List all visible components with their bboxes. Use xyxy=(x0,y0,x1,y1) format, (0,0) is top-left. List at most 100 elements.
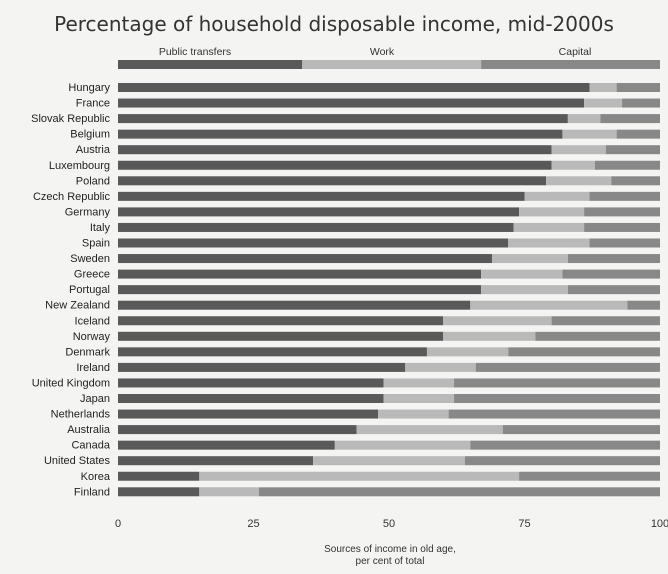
bar-capital xyxy=(627,300,660,310)
category-label: New Zealand xyxy=(45,300,110,312)
category-label: Portugal xyxy=(69,284,110,296)
bar-public-transfers xyxy=(118,98,585,108)
bar-capital xyxy=(551,316,660,326)
bar-work xyxy=(313,456,465,466)
category-label: Sweden xyxy=(70,253,110,265)
bar-work xyxy=(551,160,595,170)
x-tick-label: 50 xyxy=(383,518,395,530)
bar-capital xyxy=(567,254,660,264)
bar-work xyxy=(383,378,455,388)
category-label: Netherlands xyxy=(51,409,111,421)
category-label: Japan xyxy=(80,393,110,405)
bar-work xyxy=(199,471,520,481)
category-label: Luxembourg xyxy=(49,160,110,172)
x-axis-label: Sources of income in old age, per cent o… xyxy=(290,544,490,568)
chart-title: Percentage of household disposable incom… xyxy=(54,12,614,36)
bar-public-transfers xyxy=(118,378,384,388)
category-label: United Kingdom xyxy=(32,377,110,389)
category-label: Hungary xyxy=(68,82,110,94)
bar-work xyxy=(481,285,568,295)
bar-work xyxy=(546,176,612,186)
bar-public-transfers xyxy=(118,316,444,326)
x-tick-label: 75 xyxy=(518,518,530,530)
bar-public-transfers xyxy=(118,471,200,481)
bar-capital xyxy=(454,378,660,388)
bar-capital xyxy=(502,425,660,435)
bar-public-transfers xyxy=(118,300,471,310)
bar-public-transfers xyxy=(118,207,520,217)
bar-work xyxy=(356,425,503,435)
bar-public-transfers xyxy=(118,83,590,92)
bar-work xyxy=(519,207,585,217)
bar-capital xyxy=(454,394,660,403)
bar-public-transfers xyxy=(118,222,514,232)
bar-capital xyxy=(589,191,660,201)
bar-capital xyxy=(594,160,660,170)
bar-public-transfers xyxy=(118,394,384,403)
legend-swatch-capital xyxy=(481,60,660,69)
bar-work xyxy=(562,129,617,139)
category-label: Czech Republic xyxy=(33,191,111,203)
bar-capital xyxy=(470,440,660,450)
legend-label-capital: Capital xyxy=(558,46,592,58)
bar-public-transfers xyxy=(118,285,482,295)
category-label: Ireland xyxy=(76,362,110,374)
bar-work xyxy=(426,347,509,357)
bar-work xyxy=(405,362,476,372)
bar-capital xyxy=(475,362,660,372)
legend-swatch-work xyxy=(302,60,482,69)
category-label: Norway xyxy=(73,331,111,343)
bar-capital xyxy=(589,238,660,248)
bar-capital xyxy=(584,207,660,217)
category-label: Canada xyxy=(71,440,110,452)
category-label: United States xyxy=(44,455,111,467)
bar-public-transfers xyxy=(118,129,563,139)
bar-work xyxy=(567,114,601,124)
bar-capital xyxy=(622,98,660,108)
category-label: Korea xyxy=(81,471,111,483)
bar-public-transfers xyxy=(118,191,525,201)
bar-capital xyxy=(464,456,660,466)
category-label: Belgium xyxy=(70,129,110,141)
bar-capital xyxy=(611,176,660,186)
category-label: Denmark xyxy=(65,346,110,358)
bar-capital xyxy=(562,269,660,279)
bar-public-transfers xyxy=(118,269,482,279)
bar-work xyxy=(383,394,455,403)
bar-public-transfers xyxy=(118,456,314,466)
bar-public-transfers xyxy=(118,362,406,372)
bar-public-transfers xyxy=(118,176,547,186)
category-label: Greece xyxy=(74,269,110,281)
bar-public-transfers xyxy=(118,347,427,357)
bar-capital xyxy=(567,285,660,295)
bar-public-transfers xyxy=(118,425,357,435)
bar-work xyxy=(508,238,590,248)
bar-work xyxy=(443,331,536,341)
bar-capital xyxy=(535,331,660,341)
bar-work xyxy=(443,316,552,326)
bar-work xyxy=(481,269,563,279)
bar-public-transfers xyxy=(118,238,509,248)
legend-swatch-public-transfers xyxy=(118,60,303,69)
bar-capital xyxy=(616,83,660,92)
bar-capital xyxy=(519,471,660,481)
legend: Public transfers Work Capital xyxy=(0,0,668,80)
x-tick-label: 0 xyxy=(115,518,121,530)
bar-public-transfers xyxy=(118,145,552,155)
category-label: Slovak Republic xyxy=(31,113,110,125)
category-label: Spain xyxy=(82,238,110,250)
bar-capital xyxy=(508,347,660,357)
category-label: France xyxy=(76,98,110,110)
bar-capital xyxy=(600,114,660,124)
bar-work xyxy=(589,83,617,92)
bar-capital xyxy=(605,145,660,155)
bar-public-transfers xyxy=(118,254,492,264)
bar-public-transfers xyxy=(118,114,568,124)
x-axis-label-line-1: Sources of income in old age, xyxy=(324,544,456,555)
bar-work xyxy=(513,222,585,232)
bar-public-transfers xyxy=(118,409,379,419)
bar-work xyxy=(584,98,623,108)
bar-capital xyxy=(448,409,660,419)
x-tick-label: 100 xyxy=(651,518,668,530)
